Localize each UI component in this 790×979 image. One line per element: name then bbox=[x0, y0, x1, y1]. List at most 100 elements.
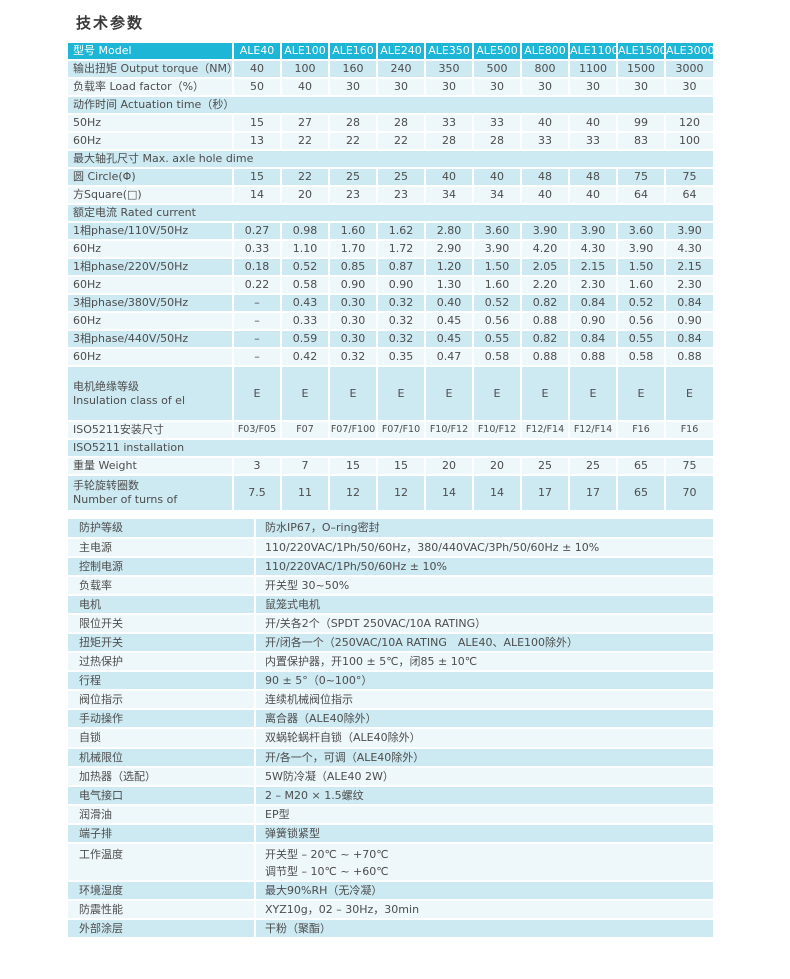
table-row: 负载率 Load factor（%） 50 40 30 30 30 30 30 30 30 30 bbox=[68, 78, 713, 97]
cell-value: 2.80 bbox=[425, 222, 474, 241]
param-value: 鼠笼式电机 bbox=[255, 595, 713, 616]
cell-value: 1500 bbox=[617, 60, 666, 79]
cell-value: 3.60 bbox=[617, 222, 666, 241]
cell-value: 23 bbox=[329, 186, 378, 205]
cell-value: 25 bbox=[569, 457, 618, 476]
table-row: 方Square(□) 14 20 23 23 34 34 40 40 64 64 bbox=[68, 186, 713, 205]
cell-value: 0.84 bbox=[569, 294, 618, 313]
row-label: 输出扭矩 Output torque（NM） bbox=[68, 60, 234, 79]
cell-value: 0.18 bbox=[233, 258, 282, 277]
param-value: 弹簧锁紧型 bbox=[255, 823, 713, 844]
cell-value: 33 bbox=[569, 132, 618, 151]
cell-value: 0.58 bbox=[617, 348, 666, 367]
cell-value: 40 bbox=[569, 186, 618, 205]
cell-value: F03/F05 bbox=[233, 421, 282, 440]
cell-value: E bbox=[665, 366, 713, 422]
cell-value: 64 bbox=[617, 186, 666, 205]
section-label: ISO5211 installation bbox=[68, 439, 713, 458]
table-row: 60Hz 0.33 1.10 1.70 1.72 2.90 3.90 4.20 4.30 3.90… bbox=[68, 240, 713, 259]
row-label-line1: ISO5211安装尺寸 bbox=[73, 423, 164, 437]
table-row: 外部涂层 干粉（聚酯） bbox=[68, 918, 713, 939]
param-value: 连续机械阀位指示 bbox=[255, 690, 713, 711]
model-column-header: ALE3000 bbox=[665, 43, 713, 61]
cell-value: 0.27 bbox=[233, 222, 282, 241]
cell-value: 0.82 bbox=[521, 294, 570, 313]
param-label: 防震性能 bbox=[68, 899, 256, 920]
cell-value: 0.32 bbox=[329, 348, 378, 367]
table-row: 负载率 开关型 30~50% bbox=[68, 576, 713, 597]
row-label-line1: 60Hz bbox=[73, 350, 102, 364]
section-row: 动作时间 Actuation time（秒） bbox=[68, 96, 713, 115]
model-column-header: ALE500 bbox=[473, 43, 522, 61]
cell-value: 1.62 bbox=[377, 222, 426, 241]
cell-value: F16 bbox=[617, 421, 666, 440]
row-label-line1: 3相phase/380V/50Hz bbox=[73, 296, 189, 310]
row-label-line1: 60Hz bbox=[73, 278, 102, 292]
param-label: 端子排 bbox=[68, 823, 256, 844]
cell-value: 28 bbox=[425, 132, 474, 151]
cell-value: 0.84 bbox=[569, 330, 618, 349]
row-label: 圆 Circle(Φ) bbox=[68, 168, 234, 187]
cell-value: 0.33 bbox=[233, 240, 282, 259]
cell-value: 7.5 bbox=[233, 475, 282, 512]
row-label: ISO5211安装尺寸 bbox=[68, 421, 234, 440]
param-value: 防水IP67，O–ring密封 bbox=[255, 519, 713, 539]
cell-value: 30 bbox=[473, 78, 522, 97]
param-label: 手动操作 bbox=[68, 709, 256, 730]
cell-value: 33 bbox=[521, 132, 570, 151]
model-header-label: 型号 Model bbox=[68, 43, 234, 61]
row-label: 60Hz bbox=[68, 240, 234, 259]
cell-value: 28 bbox=[377, 114, 426, 133]
table-row: 阀位指示 连续机械阀位指示 bbox=[68, 690, 713, 711]
table-row: 电机绝缘等级 Insulation class of el E E E E E E E E E E bbox=[68, 366, 713, 422]
row-label: 60Hz bbox=[68, 348, 234, 367]
cell-value: 0.47 bbox=[425, 348, 474, 367]
table-row: 60Hz –0.33 0.30 0.32 0.45 0.56 0.88 0.90 0.56 0.9… bbox=[68, 312, 713, 331]
cell-value: E bbox=[473, 366, 522, 422]
cell-value: 15 bbox=[233, 114, 282, 133]
model-column-header: ALE160 bbox=[329, 43, 378, 61]
cell-value: 13 bbox=[233, 132, 282, 151]
cell-value: E bbox=[281, 366, 330, 422]
cell-value: F07/F100 bbox=[329, 421, 378, 440]
model-column-header: ALE350 bbox=[425, 43, 474, 61]
section-label: 额定电流 Rated current bbox=[68, 204, 713, 223]
cell-value: 0.55 bbox=[617, 330, 666, 349]
cell-value: 0.40 bbox=[425, 294, 474, 313]
model-column-header: ALE1100 bbox=[569, 43, 618, 61]
cell-value: 120 bbox=[665, 114, 713, 133]
model-column-header: ALE800 bbox=[521, 43, 570, 61]
row-label: 手轮旋转圈数 Number of turns of bbox=[68, 475, 234, 512]
cell-value: 0.30 bbox=[329, 330, 378, 349]
param-value: 内置保护器，开100 ± 5℃，闭85 ± 10℃ bbox=[255, 652, 713, 673]
cell-value: 20 bbox=[281, 186, 330, 205]
param-label: 限位开关 bbox=[68, 614, 256, 635]
cell-value: 40 bbox=[281, 78, 330, 97]
cell-value: 20 bbox=[473, 457, 522, 476]
table-row: 工作温度 开关型 – 20℃ ~ +70℃ 调节型 – 10℃ ~ +60℃ bbox=[68, 842, 713, 882]
table-row: 控制电源 110/220VAC/1Ph/50/60Hz ± 10% bbox=[68, 557, 713, 578]
cell-value: – bbox=[233, 294, 282, 313]
cell-value: 1100 bbox=[569, 60, 618, 79]
cell-value: 2.30 bbox=[569, 276, 618, 295]
param-value: 离合器（ALE40除外） bbox=[255, 709, 713, 730]
table-row: 50Hz 15 27 28 28 33 33 40 40 99 120 bbox=[68, 114, 713, 133]
cell-value: 30 bbox=[569, 78, 618, 97]
row-label: 60Hz bbox=[68, 132, 234, 151]
param-value: 2 – M20 × 1.5螺纹 bbox=[255, 785, 713, 806]
cell-value: 0.33 bbox=[281, 312, 330, 331]
cell-value: 0.42 bbox=[281, 348, 330, 367]
row-label: 方Square(□) bbox=[68, 186, 234, 205]
cell-value: 22 bbox=[281, 168, 330, 187]
cell-value: – bbox=[233, 312, 282, 331]
cell-value: F12/F14 bbox=[521, 421, 570, 440]
cell-value: 4.30 bbox=[569, 240, 618, 259]
cell-value: F16 bbox=[665, 421, 713, 440]
param-label: 防护等级 bbox=[68, 519, 256, 539]
row-label-line1: 电机绝缘等级 bbox=[73, 379, 139, 393]
param-label: 过热保护 bbox=[68, 652, 256, 673]
param-label: 加热器（选配） bbox=[68, 766, 256, 787]
cell-value: 1.60 bbox=[329, 222, 378, 241]
row-label-line2: Insulation class of el bbox=[73, 393, 186, 407]
param-value-line: 调节型 – 10℃ ~ +60℃ bbox=[265, 864, 389, 878]
